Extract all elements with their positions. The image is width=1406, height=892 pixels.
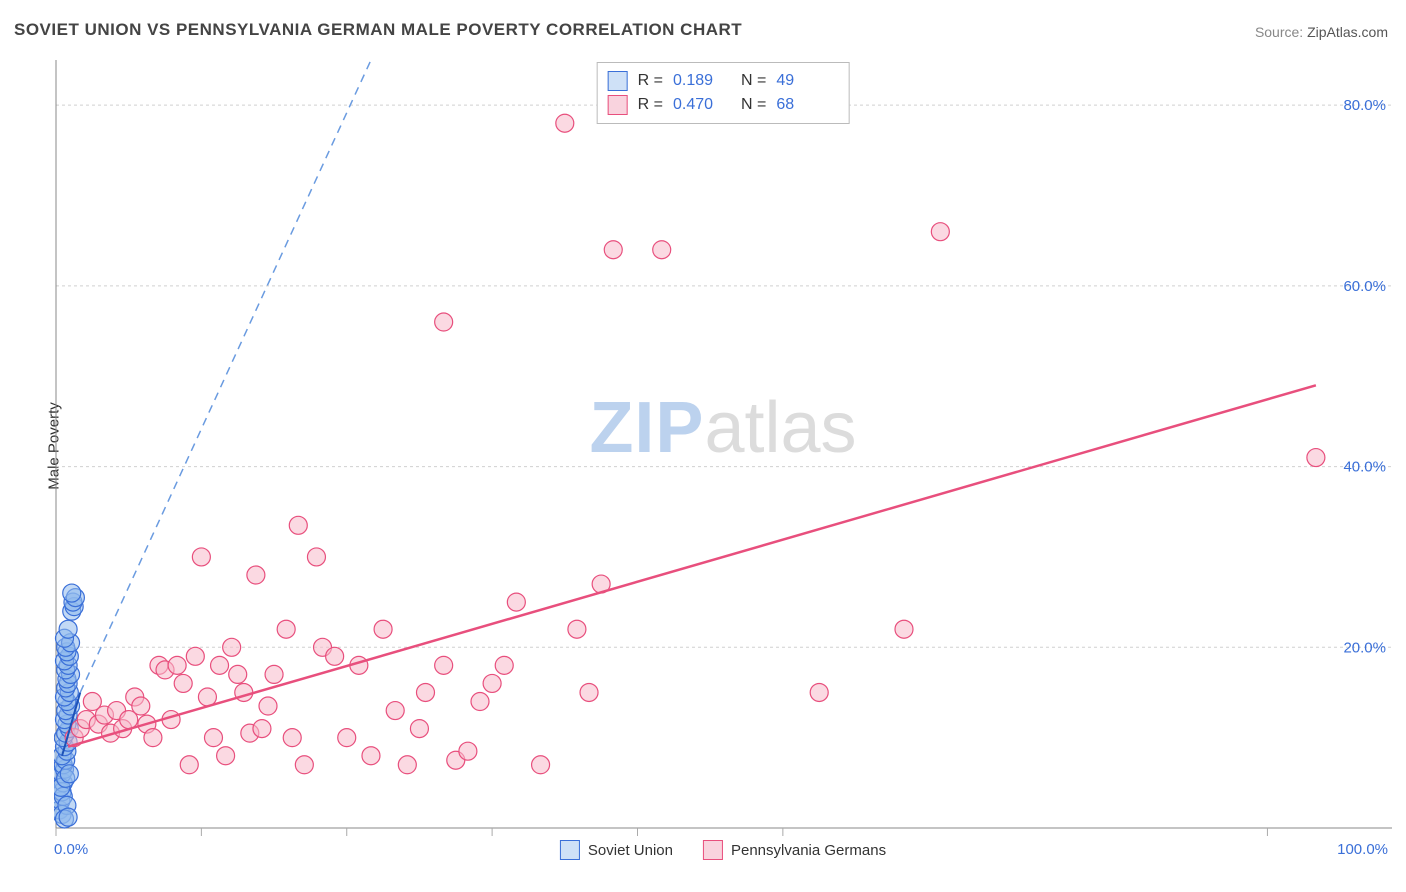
legend-item: Soviet Union: [560, 840, 673, 860]
n-value: 49: [776, 69, 834, 93]
scatter-plot: 20.0% 40.0% 60.0% 80.0% 0.0% 100.0%: [54, 58, 1392, 862]
svg-text:80.0%: 80.0%: [1343, 97, 1386, 114]
swatch-pink-icon: [608, 95, 628, 115]
r-label: R =: [638, 93, 663, 117]
legend-label: Pennsylvania Germans: [731, 842, 886, 859]
source-value: ZipAtlas.com: [1307, 24, 1388, 40]
legend-series: Soviet Union Pennsylvania Germans: [560, 840, 886, 860]
legend-item: Pennsylvania Germans: [703, 840, 886, 860]
chart-area: ZIPatlas R = 0.189 N = 49 R = 0.470 N = …: [54, 58, 1392, 862]
svg-text:20.0%: 20.0%: [1343, 639, 1386, 656]
r-value: 0.189: [673, 69, 731, 93]
legend-stats-row: R = 0.470 N = 68: [608, 93, 835, 117]
source-attribution: Source: ZipAtlas.com: [1255, 24, 1388, 40]
swatch-blue-icon: [560, 840, 580, 860]
svg-text:100.0%: 100.0%: [1337, 841, 1388, 858]
r-label: R =: [638, 69, 663, 93]
legend-stats-row: R = 0.189 N = 49: [608, 69, 835, 93]
svg-text:0.0%: 0.0%: [54, 841, 88, 858]
swatch-blue-icon: [608, 71, 628, 91]
legend-stats: R = 0.189 N = 49 R = 0.470 N = 68: [597, 62, 850, 124]
chart-title: SOVIET UNION VS PENNSYLVANIA GERMAN MALE…: [14, 20, 742, 40]
n-label: N =: [741, 69, 766, 93]
n-value: 68: [776, 93, 834, 117]
svg-text:60.0%: 60.0%: [1343, 278, 1386, 295]
r-value: 0.470: [673, 93, 731, 117]
legend-label: Soviet Union: [588, 842, 673, 859]
n-label: N =: [741, 93, 766, 117]
swatch-pink-icon: [703, 840, 723, 860]
svg-text:40.0%: 40.0%: [1343, 459, 1386, 476]
source-label: Source:: [1255, 24, 1303, 40]
